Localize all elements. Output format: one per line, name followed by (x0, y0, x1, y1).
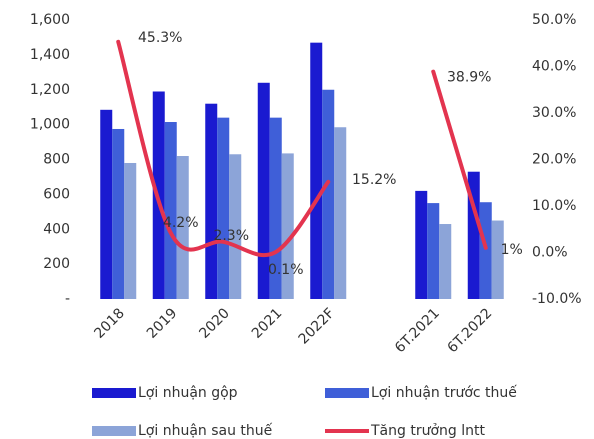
data-label: 4.2% (163, 215, 199, 231)
y-tick-label: 1,600 (30, 12, 70, 28)
bar (112, 128, 125, 299)
data-label: 0.1% (268, 262, 304, 278)
x-tick-label: 2022F (296, 305, 338, 347)
y-tick-label: 200 (43, 256, 70, 272)
bar (176, 156, 189, 299)
y2-tick-label: 50.0% (532, 12, 576, 28)
bar (229, 154, 242, 299)
y-tick-label: 1,000 (30, 117, 70, 133)
y2-tick-label: 10.0% (532, 198, 576, 214)
bar (164, 122, 177, 300)
y2-tick-label: 40.0% (532, 59, 576, 75)
bar (205, 103, 218, 299)
y2-tick-label: 0.0% (532, 245, 568, 261)
x-tick-label: 2019 (144, 305, 181, 342)
data-label: 1% (501, 242, 523, 258)
y2-tick-label: 20.0% (532, 152, 576, 168)
bar (415, 190, 428, 299)
x-tick-label: 6T.2021 (392, 305, 443, 356)
bar (310, 42, 323, 299)
x-tick-label: 6T.2022 (445, 305, 496, 356)
bar (491, 220, 504, 299)
bar (427, 203, 440, 299)
bar (439, 224, 452, 299)
data-label: 15.2% (352, 172, 396, 188)
bar (334, 127, 347, 299)
y-tick-label: 400 (43, 221, 70, 237)
data-label: 45.3% (138, 30, 182, 46)
bar (479, 202, 492, 299)
y2-tick-label: -10.0% (532, 291, 582, 307)
x-tick-label: 2021 (249, 305, 286, 342)
legend-label: Lợi nhuận gộp (138, 385, 238, 401)
data-label: 38.9% (447, 70, 491, 86)
line (116, 39, 331, 258)
x-tick-label: 2018 (91, 305, 128, 342)
y-tick-label: 1,200 (30, 82, 70, 98)
bar (322, 89, 335, 299)
legend-swatch (92, 426, 136, 436)
x-tick-label: 2020 (196, 305, 233, 342)
bar (257, 82, 270, 300)
y-tick-label: 1,400 (30, 47, 70, 63)
legend-label: Tăng trưởng lntt (370, 423, 485, 439)
y-tick-label: - (65, 291, 70, 307)
bar (217, 117, 230, 300)
bar (100, 109, 113, 299)
legend-label: Lợi nhuận sau thuế (138, 422, 273, 439)
legend-swatch (325, 388, 369, 398)
line (431, 69, 488, 250)
y-tick-label: 800 (43, 152, 70, 168)
y2-tick-label: 30.0% (532, 105, 576, 121)
y-tick-label: 600 (43, 186, 70, 202)
bar (124, 162, 137, 299)
data-label: 2.3% (213, 228, 249, 244)
legend-label: Lợi nhuận trước thuế (371, 384, 517, 401)
legend-swatch (92, 388, 136, 398)
bar (281, 153, 294, 299)
